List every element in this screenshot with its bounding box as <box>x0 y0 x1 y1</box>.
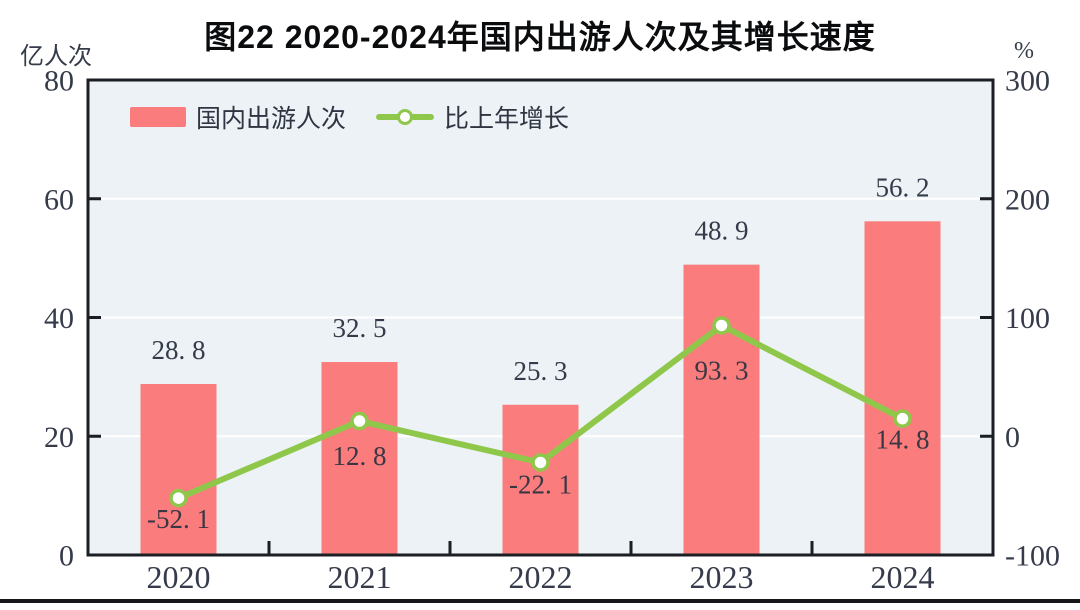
bar-legend-label: 国内出游人次 <box>196 106 347 133</box>
right-axis-tick-label: 0 <box>1005 421 1020 454</box>
left-axis-tick-label: 40 <box>44 302 74 335</box>
x-axis-category-label: 2021 <box>328 559 392 595</box>
left-axis-tick-label: 80 <box>44 65 74 98</box>
bar-2022 <box>502 404 579 555</box>
x-axis-category-label: 2024 <box>871 559 935 595</box>
line-value-label: -52. 1 <box>147 504 210 534</box>
bar-value-label: 25. 3 <box>514 356 568 386</box>
bar-2020 <box>140 384 217 555</box>
page-bottom-rule <box>0 599 1080 603</box>
left-axis-unit-label: 亿人次 <box>20 44 92 70</box>
page-title: 图22 2020-2024年国内出游人次及其增长速度 <box>204 19 876 55</box>
right-axis-tick-label: -100 <box>1005 540 1060 573</box>
bar-value-label: 48. 9 <box>695 216 749 246</box>
bar-legend-swatch-icon <box>130 107 186 127</box>
bar-2021 <box>321 362 398 555</box>
x-axis-category-label: 2023 <box>690 559 754 595</box>
x-axis-category-label: 2020 <box>147 559 211 595</box>
line-value-label: 93. 3 <box>695 355 749 385</box>
left-axis-tick-label: 20 <box>44 421 74 454</box>
right-axis-tick-label: 200 <box>1005 183 1050 216</box>
bar-value-label: 32. 5 <box>333 313 387 343</box>
bar-value-label: 28. 8 <box>152 335 206 365</box>
bar-value-label: 56. 2 <box>876 172 930 202</box>
right-axis-unit-label: % <box>1014 38 1034 64</box>
line-legend-marker-icon <box>376 106 435 128</box>
right-axis-tick-label: 100 <box>1005 302 1050 335</box>
chart-legend: 国内出游人次 比上年增长 <box>130 102 570 133</box>
line-marker-2023 <box>712 316 731 335</box>
bar-2024 <box>864 221 941 555</box>
line-marker-2022 <box>531 453 550 472</box>
line-value-label: 14. 8 <box>876 425 930 455</box>
bar-2023 <box>683 264 760 555</box>
line-marker-2024 <box>893 409 912 428</box>
right-axis-tick-label: 300 <box>1005 65 1050 98</box>
line-marker-2021 <box>350 411 369 431</box>
left-axis-tick-label: 60 <box>44 183 74 216</box>
line-marker-2020 <box>169 488 188 508</box>
line-value-label: 12. 8 <box>333 441 387 471</box>
line-value-label: -22. 1 <box>509 469 572 499</box>
left-axis-tick-label: 0 <box>59 540 74 573</box>
x-axis-category-label: 2022 <box>509 559 573 595</box>
line-legend-label: 比上年增长 <box>444 106 570 133</box>
